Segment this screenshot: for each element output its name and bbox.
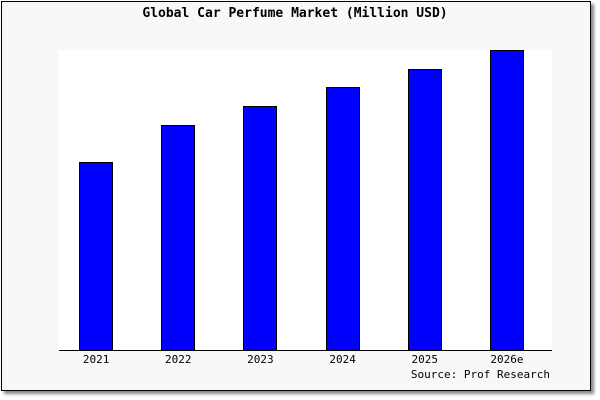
bar-2025: [407, 68, 442, 351]
bar-2023: [243, 106, 278, 351]
plot-area: [59, 50, 552, 350]
x-tick-label: 2024: [329, 353, 356, 366]
x-tick-label: 2021: [82, 353, 110, 366]
bar-2026e: [489, 50, 524, 351]
x-axis-line: [59, 350, 552, 351]
x-tick-label: 2025: [411, 353, 439, 366]
bar-2022: [161, 125, 196, 351]
bar-2021: [79, 161, 114, 351]
source-note: Source: Prof Research: [410, 368, 550, 381]
x-tick-label: 2026e: [490, 353, 524, 366]
chart-title: Global Car Perfume Market (Million USD): [142, 6, 448, 21]
x-tick-label: 2022: [165, 353, 192, 366]
bar-2024: [325, 86, 360, 351]
x-tick-label: 2023: [247, 353, 274, 366]
